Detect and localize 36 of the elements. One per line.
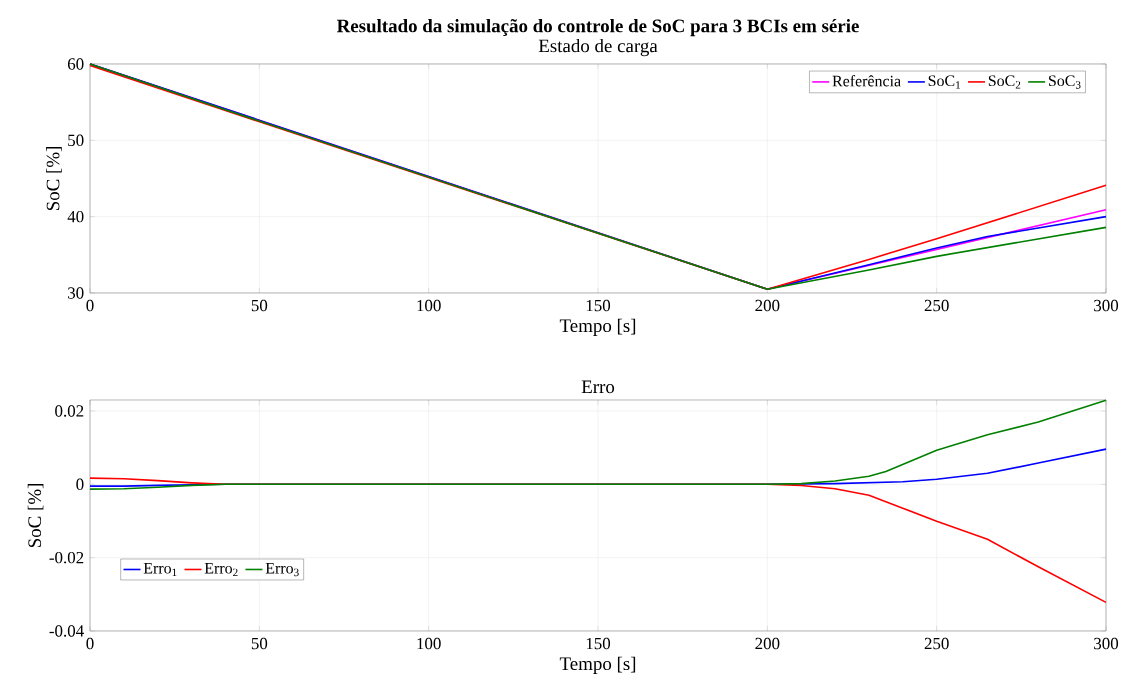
legend-label: Erro$_{1}$ xyxy=(143,563,177,577)
chart-subtitle: Estado de carga xyxy=(538,38,658,57)
y-tick-label: -0.02 xyxy=(49,551,84,564)
x-tick-label: 50 xyxy=(251,299,268,312)
y-tick-label: -0.04 xyxy=(49,625,84,637)
y-tick-label: 60 xyxy=(67,58,84,70)
legend-label: Erro$_{2}$ xyxy=(204,563,238,577)
x-tick-label: 50 xyxy=(251,637,268,650)
legend-label: SoC$_{1}$ xyxy=(928,75,961,89)
y-tick-label: 0 xyxy=(76,478,84,491)
legend-label: Erro$_{3}$ xyxy=(265,563,299,577)
x-tick-label: 100 xyxy=(417,299,441,312)
y-tick-label: 30 xyxy=(68,287,84,299)
chart-title: Resultado da simulação do controle de SoC para 3 BCIs em série xyxy=(336,18,859,37)
x-tick-label: 250 xyxy=(924,299,949,312)
y-tick-label: 0.02 xyxy=(55,405,84,417)
x-tick-label: 100 xyxy=(417,637,441,650)
y-axis-title: SoC [%] xyxy=(27,484,44,548)
x-tick-label: 200 xyxy=(755,299,780,312)
x-tick-label: 0 xyxy=(86,299,94,312)
x-tick-label: 150 xyxy=(586,299,611,312)
y-tick-label: 40 xyxy=(67,210,84,223)
x-tick-label: 300 xyxy=(1094,637,1119,650)
y-axis-title: SoC [%] xyxy=(46,147,62,211)
x-tick-label: 150 xyxy=(586,637,611,650)
x-tick-label: 250 xyxy=(924,637,949,650)
y-tick-label: 50 xyxy=(68,134,84,147)
legend-label: SoC$_{3}$ xyxy=(1049,75,1081,89)
x-axis-title: Tempo [s] xyxy=(559,318,636,336)
x-tick-label: 200 xyxy=(755,637,780,650)
x-axis-title: Tempo [s] xyxy=(559,656,636,674)
x-tick-label: 0 xyxy=(86,637,94,650)
legend-label: SoC$_{2}$ xyxy=(988,75,1021,89)
legend-label: Referência xyxy=(832,75,901,87)
chart-title: Erro xyxy=(581,380,615,394)
x-tick-label: 300 xyxy=(1094,299,1119,312)
